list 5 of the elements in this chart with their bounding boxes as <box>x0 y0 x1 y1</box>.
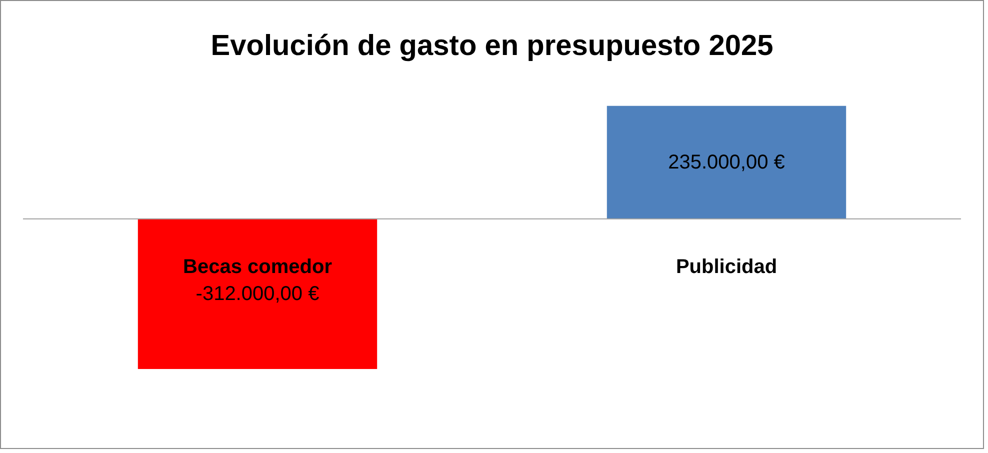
data-label: -312.000,00 € <box>196 282 320 305</box>
x-tick-label: Publicidad <box>676 256 778 278</box>
chart-title: Evolución de gasto en presupuesto 2025 <box>210 30 774 62</box>
data-label: 235.000,00 € <box>668 151 785 174</box>
x-tick-label: Becas comedor <box>183 256 332 278</box>
